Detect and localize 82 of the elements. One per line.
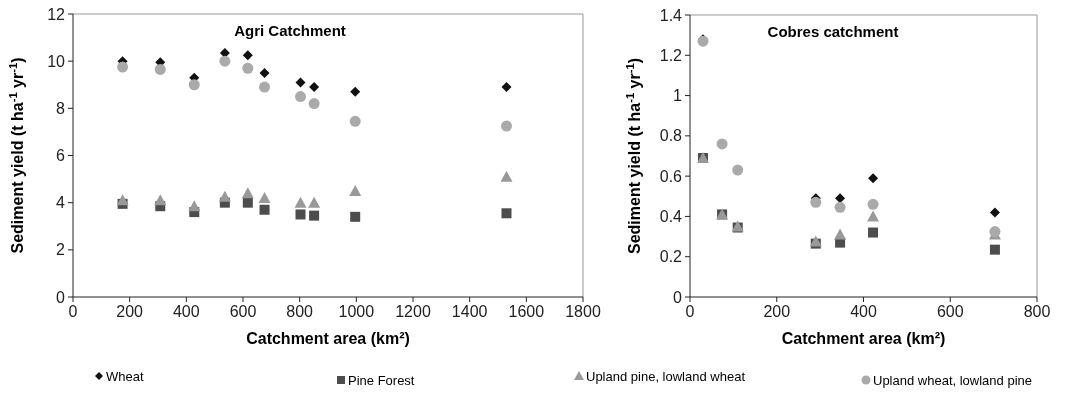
point bbox=[241, 187, 254, 199]
point bbox=[188, 79, 200, 91]
y-tick-label: 12 bbox=[47, 5, 66, 23]
point bbox=[219, 55, 231, 67]
y-tick-label: 0.4 bbox=[659, 208, 683, 226]
point bbox=[309, 82, 320, 93]
text: Agri Catchment bbox=[234, 22, 346, 39]
point bbox=[295, 209, 306, 220]
point bbox=[308, 196, 321, 208]
point bbox=[308, 98, 320, 110]
x-axis-title: Catchment area (km²) bbox=[781, 330, 946, 347]
y-tick-label: 0 bbox=[673, 288, 683, 306]
point bbox=[242, 50, 253, 61]
point bbox=[867, 210, 880, 222]
x-tick-label: 600 bbox=[229, 303, 257, 320]
point bbox=[810, 196, 822, 208]
point bbox=[989, 244, 1000, 255]
point bbox=[350, 86, 361, 97]
y-tick-label: 1.4 bbox=[659, 6, 683, 24]
y-tick-label: 1 bbox=[673, 87, 683, 105]
y-tick-label: 0 bbox=[56, 288, 66, 306]
x-tick-label: 1200 bbox=[395, 303, 431, 320]
point bbox=[258, 191, 271, 203]
legend-label: Upland pine, lowland wheat bbox=[586, 368, 746, 384]
point bbox=[868, 227, 879, 238]
y-tick-label: 0.8 bbox=[659, 127, 683, 145]
point bbox=[834, 228, 847, 240]
x-tick-label: 1600 bbox=[508, 303, 545, 320]
point bbox=[259, 67, 270, 78]
point bbox=[716, 138, 728, 150]
point bbox=[242, 197, 253, 208]
point bbox=[295, 91, 307, 103]
legend-label: Pine Forest bbox=[348, 372, 415, 388]
point bbox=[732, 164, 744, 176]
point bbox=[350, 211, 361, 222]
point bbox=[242, 62, 254, 74]
x-tick-label: 400 bbox=[172, 303, 200, 320]
point bbox=[501, 208, 512, 219]
x-tick-label: 0 bbox=[685, 303, 695, 320]
point bbox=[295, 77, 306, 88]
point bbox=[294, 196, 307, 208]
point bbox=[154, 63, 166, 75]
y-tick-label: 1.2 bbox=[659, 46, 683, 64]
point bbox=[259, 81, 271, 93]
x-tick-label: 800 bbox=[286, 303, 314, 320]
point bbox=[989, 207, 1000, 218]
x-tick-label: 0 bbox=[68, 303, 78, 320]
point bbox=[501, 120, 512, 132]
x-tick-label: 400 bbox=[850, 303, 877, 320]
legend-label: Upland wheat, lowland pine bbox=[873, 372, 1032, 388]
y-tick-label: 10 bbox=[47, 52, 66, 70]
point bbox=[349, 184, 362, 196]
x-tick-label: 1400 bbox=[451, 303, 488, 320]
point bbox=[868, 173, 879, 184]
point bbox=[154, 194, 167, 206]
point bbox=[259, 204, 270, 215]
point bbox=[500, 170, 513, 182]
point bbox=[309, 210, 320, 221]
x-tick-label: 800 bbox=[1023, 303, 1051, 320]
y-tick-label: 0.2 bbox=[659, 248, 683, 266]
y-tick-label: 8 bbox=[56, 99, 66, 117]
x-tick-label: 200 bbox=[116, 303, 144, 320]
y-tick-label: 0.6 bbox=[659, 167, 683, 185]
y-tick-label: 2 bbox=[56, 241, 66, 259]
point bbox=[116, 194, 129, 206]
point bbox=[117, 61, 129, 73]
x-tick-label: 200 bbox=[763, 303, 791, 320]
point bbox=[834, 201, 846, 213]
point bbox=[349, 115, 361, 127]
point bbox=[218, 190, 231, 202]
legend-label: Wheat bbox=[106, 368, 144, 384]
x-tick-label: 1000 bbox=[338, 303, 375, 320]
x-tick-label: 1800 bbox=[565, 303, 601, 320]
y-tick-label: 6 bbox=[56, 147, 66, 165]
point bbox=[501, 82, 512, 93]
x-tick-label: 600 bbox=[936, 303, 964, 320]
point bbox=[867, 198, 879, 210]
point bbox=[188, 200, 201, 212]
y-tick-label: 4 bbox=[56, 194, 66, 212]
text: Cobres catchment bbox=[767, 23, 899, 40]
point bbox=[219, 47, 230, 58]
x-axis-title: Catchment area (km²) bbox=[246, 330, 410, 347]
